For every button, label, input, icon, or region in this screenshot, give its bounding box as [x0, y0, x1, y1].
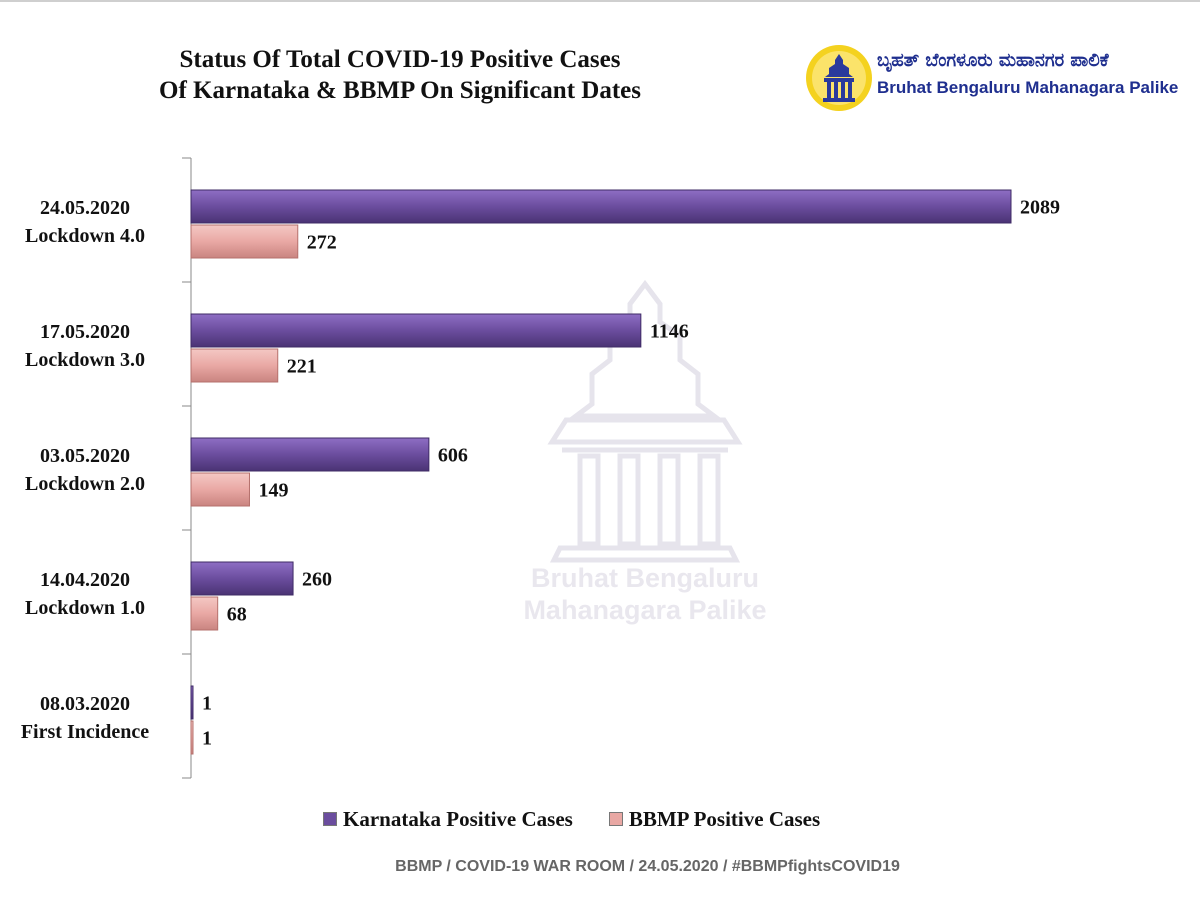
- footer: BBMP / COVID-19 WAR ROOM / 24.05.2020 / …: [395, 858, 900, 875]
- legend-label-bbmp: BBMP Positive Cases: [628, 806, 821, 831]
- top-rule: [0, 0, 1200, 2]
- bar-bbmp: [190, 596, 219, 631]
- watermark-text: Bruhat Bengaluru Mahanagara Palike: [495, 562, 795, 626]
- category-date: 03.05.2020: [40, 445, 130, 467]
- bar-karnataka: [190, 189, 1012, 224]
- watermark-line1: Bruhat Bengaluru: [530, 563, 759, 593]
- bar-bbmp: [190, 472, 250, 507]
- data-label-bbmp: 272: [307, 232, 337, 254]
- category-label: 14.04.2020 Lockdown 1.0: [0, 566, 185, 622]
- data-label-karnataka: 606: [438, 445, 468, 467]
- bar-karnataka: [190, 685, 194, 720]
- data-label-bbmp: 1: [202, 728, 212, 750]
- legend: Karnataka Positive Cases BBMP Positive C…: [323, 804, 856, 834]
- bar-karnataka: [190, 561, 294, 596]
- data-label-karnataka: 1: [202, 693, 212, 715]
- bar-bbmp: [190, 224, 299, 259]
- category-date: 08.03.2020: [40, 693, 130, 715]
- category-phase: First Incidence: [20, 721, 150, 743]
- data-label-bbmp: 221: [287, 356, 317, 378]
- bbmp-logo: ಬೃಹತ್ ಬೆಂಗಳೂರು ಮಹಾನಗರ ಪಾಲಿಕೆ Bruhat Beng…: [805, 44, 1185, 116]
- category-label: 08.03.2020 First Incidence: [0, 690, 185, 746]
- bar-bbmp: [190, 348, 279, 383]
- logo-english-text: Bruhat Bengaluru Mahanagara Palike: [877, 78, 1179, 97]
- category-label: 24.05.2020 Lockdown 4.0: [0, 194, 185, 250]
- bar-karnataka: [190, 437, 430, 472]
- data-label-bbmp: 149: [258, 480, 288, 502]
- category-phase: Lockdown 3.0: [24, 349, 146, 371]
- bbmp-emblem-icon: [806, 45, 872, 111]
- data-label-karnataka: 2089: [1020, 197, 1060, 219]
- bar-karnataka: [190, 313, 642, 348]
- category-phase: Lockdown 1.0: [24, 597, 146, 619]
- data-label-bbmp: 68: [227, 604, 247, 626]
- category-date: 17.05.2020: [40, 321, 130, 343]
- category-phase: Lockdown 2.0: [24, 473, 146, 495]
- chart-title-line1: Status Of Total COVID-19 Positive Cases: [179, 46, 621, 73]
- category-label: 17.05.2020 Lockdown 3.0: [0, 318, 185, 374]
- chart-title-line2: Of Karnataka & BBMP On Significant Dates: [159, 77, 641, 104]
- data-label-karnataka: 1146: [650, 321, 689, 343]
- logo-kannada-text: ಬೃಹತ್ ಬೆಂಗಳೂರು ಮಹಾನಗರ ಪಾಲಿಕೆ: [877, 50, 1109, 71]
- legend-swatch-bbmp: [608, 812, 623, 826]
- category-date: 14.04.2020: [40, 569, 130, 591]
- category-label: 03.05.2020 Lockdown 2.0: [0, 442, 185, 498]
- watermark-line2: Mahanagara Palike: [523, 595, 767, 625]
- legend-label-karnataka: Karnataka Positive Cases: [343, 806, 573, 831]
- category-phase: Lockdown 4.0: [24, 225, 146, 247]
- legend-item-karnataka: Karnataka Positive Cases: [323, 807, 573, 832]
- chart-title: Status Of Total COVID-19 Positive Cases …: [60, 44, 740, 106]
- legend-swatch-karnataka: [323, 812, 337, 826]
- bar-bbmp: [190, 720, 194, 755]
- bar-chart: 2089 272 1146 221 606 149 260 68 1 1: [182, 157, 1060, 779]
- category-date: 24.05.2020: [40, 197, 130, 219]
- data-label-karnataka: 260: [302, 569, 332, 591]
- legend-item-bbmp: BBMP Positive Cases: [608, 806, 821, 832]
